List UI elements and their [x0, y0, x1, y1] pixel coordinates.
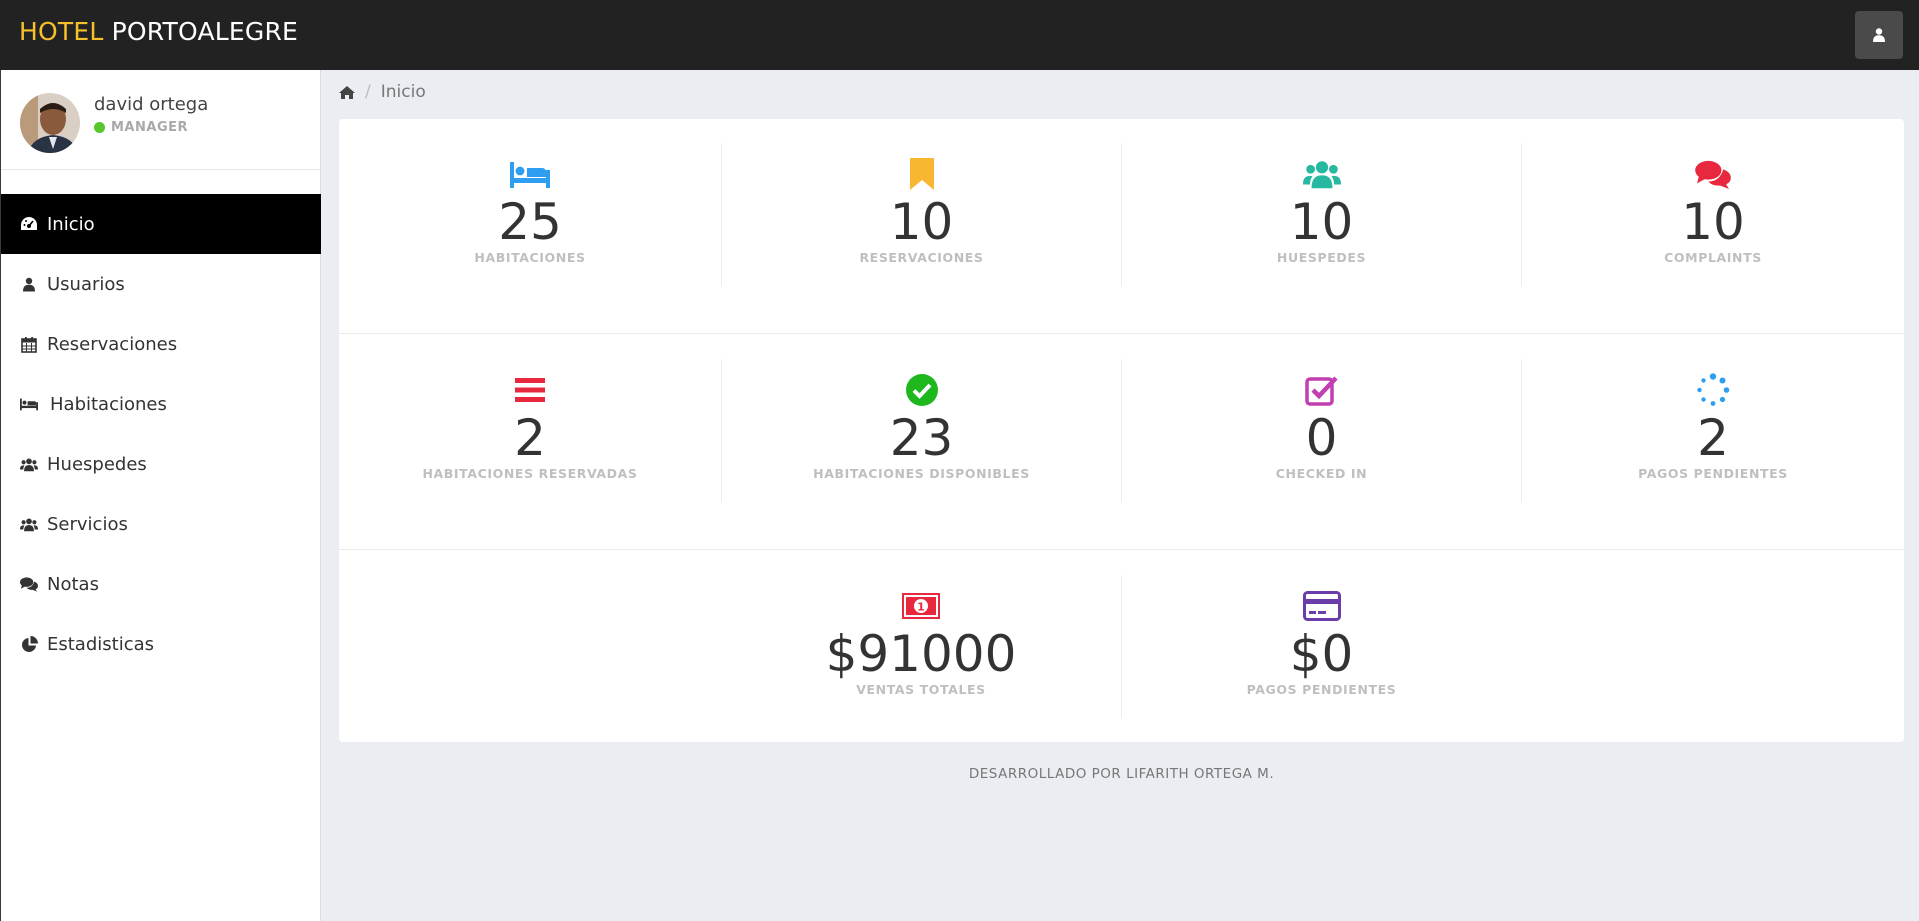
stat-label: RESERVACIONES [859, 250, 984, 265]
check-square-icon [1122, 370, 1521, 410]
comments-icon [20, 575, 38, 593]
stats-row: 1 $91000 VENTAS TOTALES $0 PAGOS PENDIEN… [339, 551, 1904, 766]
pie-chart-icon [20, 635, 38, 653]
sidebar-item-label: Servicios [47, 513, 128, 535]
stat-label: COMPLAINTS [1664, 250, 1762, 265]
stat-label: VENTAS TOTALES [856, 682, 986, 697]
stat-label: HABITACIONES [474, 250, 586, 265]
check-circle-icon [722, 370, 1121, 410]
stat-value: 0 [1305, 409, 1338, 467]
users-icon [20, 455, 38, 473]
stats-row: 25 HABITACIONES 10 RESERVACIONES 10 HUES… [339, 119, 1904, 334]
spinner-icon [1522, 370, 1904, 410]
breadcrumb-current: Inicio [380, 82, 426, 102]
breadcrumb: / Inicio [339, 82, 426, 102]
sidebar-item-label: Usuarios [47, 273, 125, 295]
stat-label: PAGOS PENDIENTES [1638, 466, 1788, 481]
stat-pagos-pendientes: 2 PAGOS PENDIENTES [1521, 359, 1904, 502]
stat-label: CHECKED IN [1275, 466, 1368, 481]
stat-label: PAGOS PENDIENTES [1246, 682, 1397, 697]
stat-habitaciones: 25 HABITACIONES [339, 143, 721, 286]
profile-name: david ortega [94, 94, 209, 115]
stat-label: HABITACIONES DISPONIBLES [813, 466, 1030, 481]
user-icon [1873, 28, 1885, 42]
sidebar-item-servicios[interactable]: Servicios [1, 494, 321, 554]
stat-value: $0 [1289, 625, 1354, 683]
user-profile: david ortega MANAGER [1, 70, 320, 170]
stats-panel: 25 HABITACIONES 10 RESERVACIONES 10 HUES… [339, 119, 1904, 742]
stat-habitaciones-reservadas: 2 HABITACIONES RESERVADAS [339, 359, 721, 502]
stat-checked-in: 0 CHECKED IN [1121, 359, 1521, 502]
sidebar-item-label: Inicio [47, 213, 95, 235]
stat-value: 25 [498, 193, 562, 251]
stat-pagos-pendientes-total: $0 PAGOS PENDIENTES [1121, 575, 1521, 718]
sidebar: david ortega MANAGER Inicio Usuarios Res… [0, 70, 321, 921]
credit-card-icon [1122, 586, 1521, 626]
sidebar-item-label: Huespedes [47, 453, 147, 475]
brand-part1: HOTEL [19, 17, 104, 46]
sidebar-item-label: Estadisticas [47, 633, 155, 655]
sidebar-item-huespedes[interactable]: Huespedes [1, 434, 321, 494]
comments-icon [1522, 154, 1904, 194]
stat-habitaciones-disponibles: 23 HABITACIONES DISPONIBLES [721, 359, 1121, 502]
money-icon: 1 [721, 586, 1121, 626]
breadcrumb-separator: / [365, 82, 371, 102]
stat-reservaciones: 10 RESERVACIONES [721, 143, 1121, 286]
stat-ventas-totales: 1 $91000 VENTAS TOTALES [721, 575, 1121, 718]
sidebar-item-notas[interactable]: Notas [1, 554, 321, 614]
top-navbar: HOTEL PORTOALEGRE [0, 0, 1919, 70]
sidebar-item-label: Notas [47, 573, 99, 595]
profile-role: MANAGER [94, 120, 188, 135]
sidebar-item-habitaciones[interactable]: Habitaciones [1, 374, 321, 434]
user-icon [20, 275, 38, 293]
sidebar-item-estadisticas[interactable]: Estadisticas [1, 614, 321, 674]
bookmark-icon [722, 154, 1121, 194]
stats-row: 2 HABITACIONES RESERVADAS 23 HABITACIONE… [339, 335, 1904, 550]
online-status-dot [94, 122, 105, 133]
user-menu-button[interactable] [1855, 11, 1903, 59]
svg-text:1: 1 [917, 601, 925, 614]
stat-label: HUESPEDES [1276, 250, 1367, 265]
sidebar-item-label: Habitaciones [50, 393, 167, 415]
bars-icon [339, 370, 721, 410]
bed-icon [20, 395, 38, 413]
avatar [20, 93, 80, 153]
users-icon [1122, 154, 1521, 194]
sidebar-menu: Inicio Usuarios Reservaciones Habitacion… [1, 194, 321, 674]
brand-part2: PORTOALEGRE [111, 17, 299, 46]
stat-value: 10 [1289, 193, 1354, 251]
sidebar-item-reservaciones[interactable]: Reservaciones [1, 314, 321, 374]
stat-value: 10 [1681, 193, 1745, 251]
stat-value: $91000 [825, 625, 1017, 683]
stat-label: HABITACIONES RESERVADAS [422, 466, 638, 481]
stat-value: 2 [514, 409, 546, 467]
users-icon [20, 515, 38, 533]
sidebar-item-label: Reservaciones [47, 333, 178, 355]
stat-huespedes: 10 HUESPEDES [1121, 143, 1521, 286]
sidebar-item-inicio[interactable]: Inicio [1, 194, 321, 254]
home-icon[interactable] [339, 85, 355, 99]
stat-value: 10 [889, 193, 954, 251]
calendar-icon [20, 335, 38, 353]
stat-value: 2 [1697, 409, 1729, 467]
brand-logo[interactable]: HOTEL PORTOALEGRE [19, 17, 298, 46]
stat-value: 23 [889, 409, 954, 467]
dashboard-icon [20, 215, 38, 233]
bed-icon [339, 154, 721, 194]
sidebar-item-usuarios[interactable]: Usuarios [1, 254, 321, 314]
footer-credit: DESARROLLADO POR LIFARITH ORTEGA M. [968, 766, 1275, 782]
stat-complaints: 10 COMPLAINTS [1521, 143, 1904, 286]
profile-role-label: MANAGER [111, 120, 188, 135]
